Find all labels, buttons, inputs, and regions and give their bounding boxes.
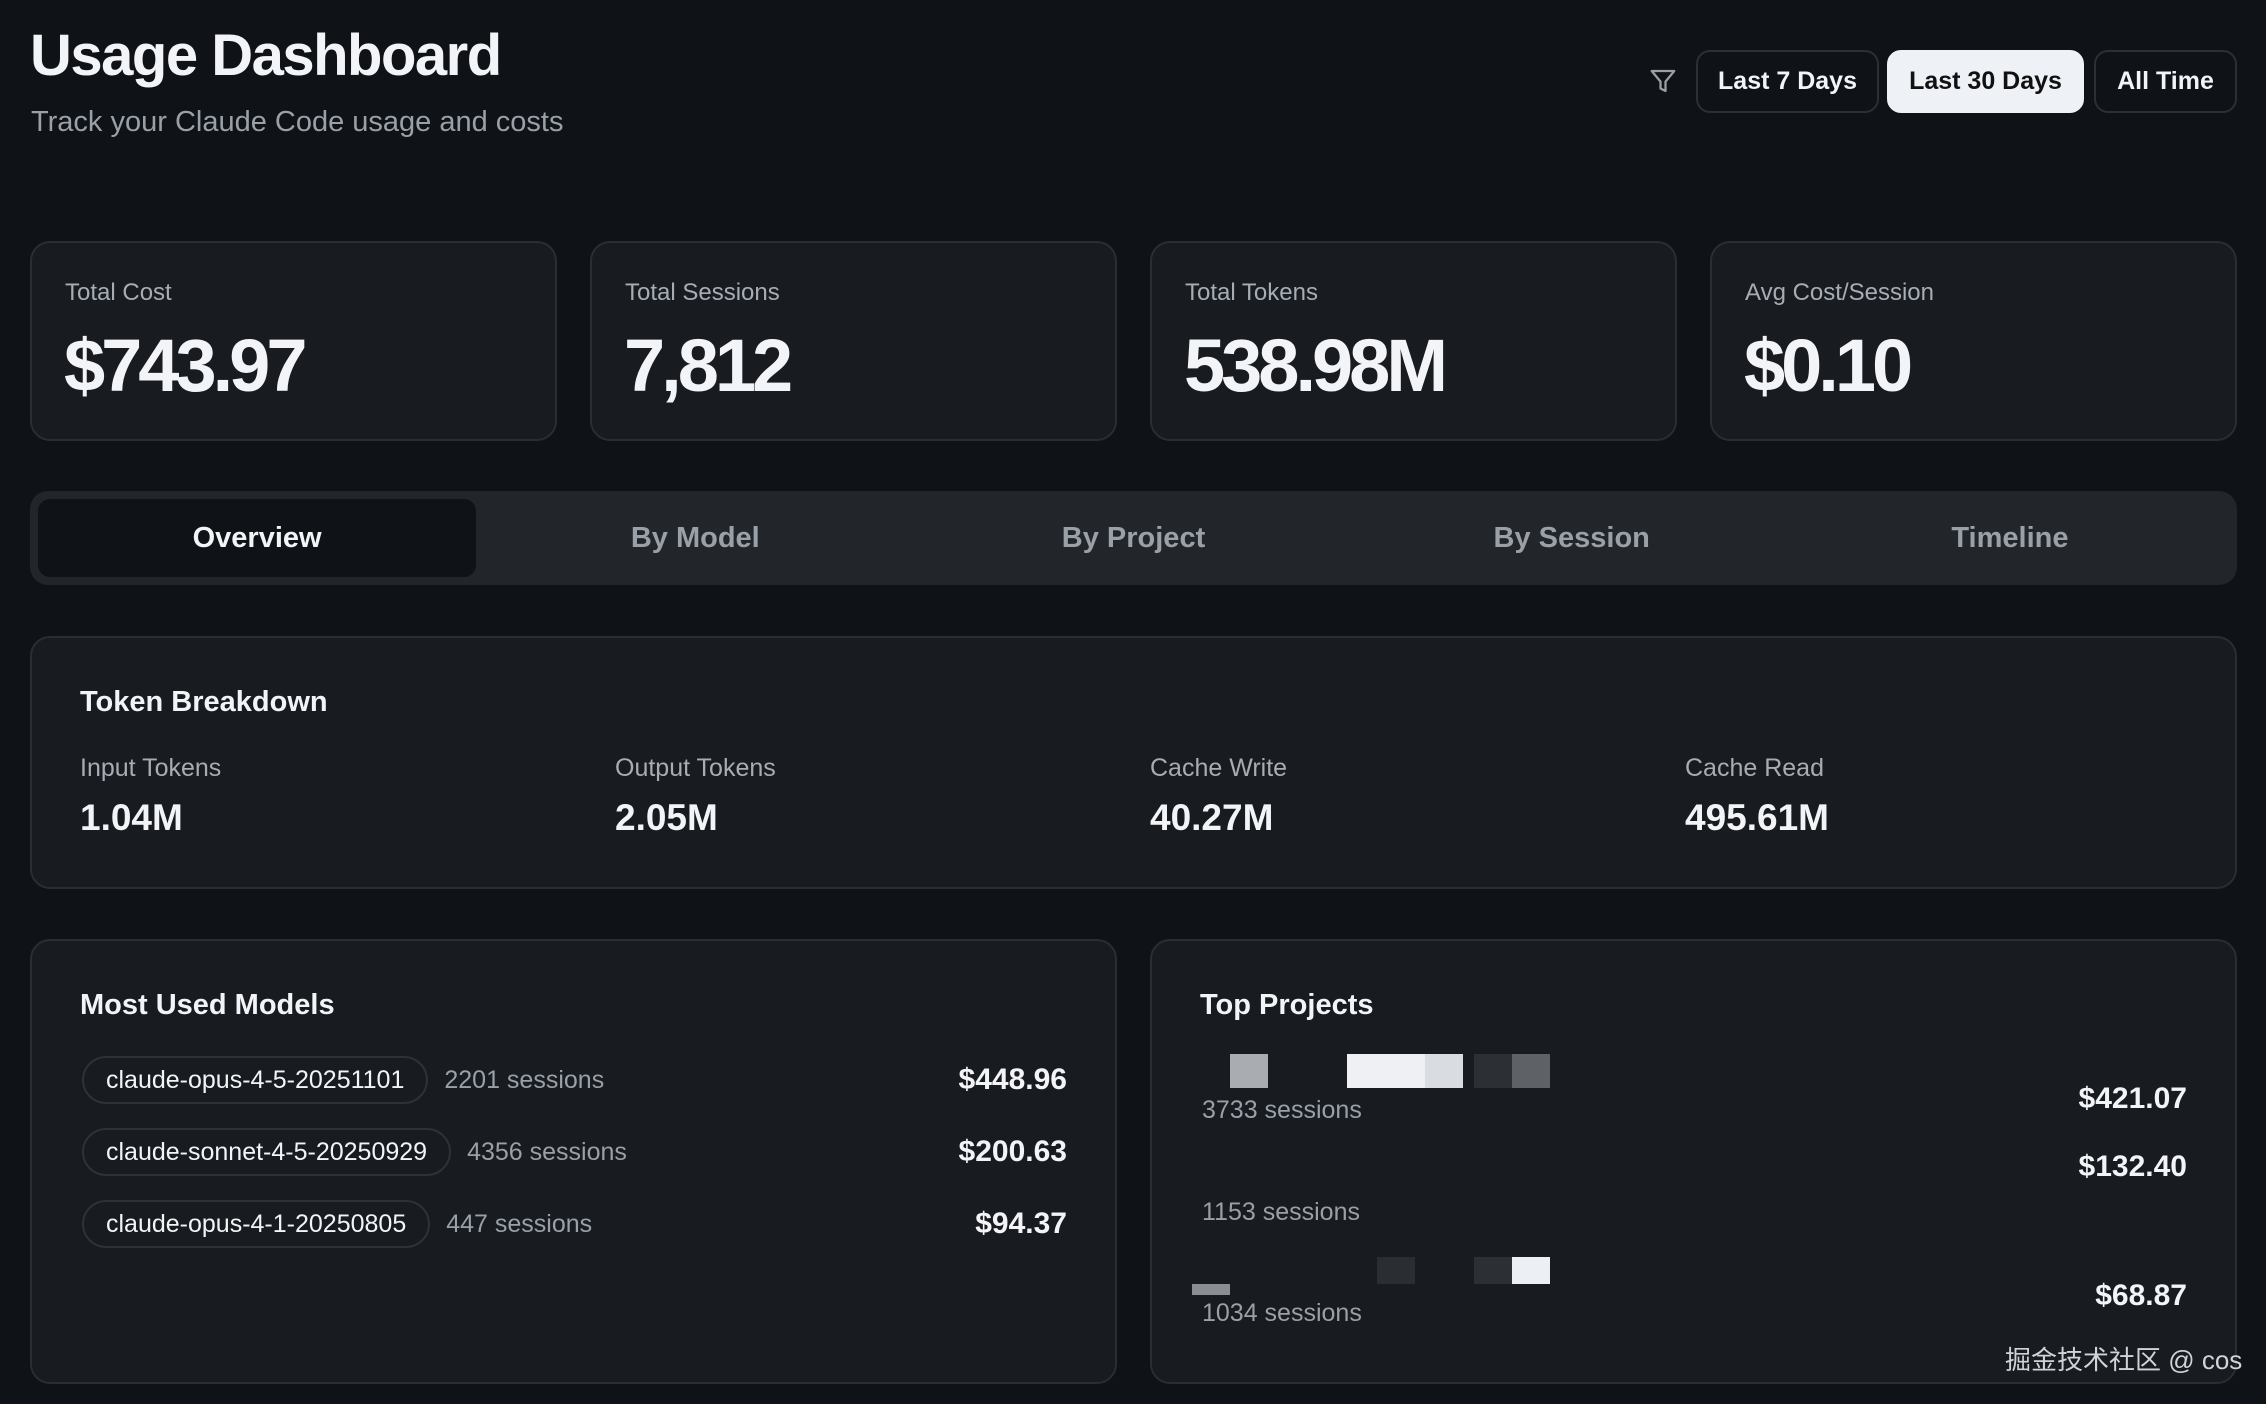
tab-by-model[interactable]: By Model <box>630 521 760 554</box>
filter-icon[interactable] <box>1648 66 1678 96</box>
stat-label: Total Tokens <box>1185 279 1318 306</box>
model-row: claude-opus-4-5-20251101 2201 sessions $… <box>82 1056 1067 1104</box>
redacted-project-name <box>1192 1257 2187 1295</box>
project-cost: $68.87 <box>2095 1279 2187 1312</box>
token-cache-write: Cache Write 40.27M <box>1150 754 1287 839</box>
model-row: claude-opus-4-1-20250805 447 sessions $9… <box>82 1200 1067 1248</box>
page-subtitle: Track your Claude Code usage and costs <box>31 106 564 138</box>
stat-value: $0.10 <box>1744 324 1913 407</box>
top-projects-card: Top Projects 3733 sessions $421.07 1153 … <box>1150 939 2237 1384</box>
project-row: 1034 sessions $68.87 <box>1192 1257 2187 1337</box>
section-title: Token Breakdown <box>80 686 328 718</box>
project-cost: $421.07 <box>2078 1082 2187 1115</box>
project-sessions: 1034 sessions <box>1202 1299 1362 1327</box>
model-row: claude-sonnet-4-5-20250929 4356 sessions… <box>82 1128 1067 1176</box>
stat-value: 7,812 <box>624 324 793 407</box>
project-cost: $132.40 <box>2078 1150 2187 1183</box>
section-title: Top Projects <box>1200 989 1374 1021</box>
stat-card-total-cost: Total Cost $743.97 <box>30 241 557 441</box>
token-label: Output Tokens <box>615 754 776 782</box>
page-title: Usage Dashboard <box>30 23 502 88</box>
token-output: Output Tokens 2.05M <box>615 754 776 839</box>
token-value: 40.27M <box>1150 797 1274 838</box>
model-badge: claude-sonnet-4-5-20250929 <box>82 1128 452 1176</box>
token-cache-read: Cache Read 495.61M <box>1685 754 1829 839</box>
token-value: 1.04M <box>80 797 183 838</box>
model-cost: $448.96 <box>958 1063 1067 1096</box>
redacted-project-name <box>1202 1054 2187 1088</box>
watermark: 掘金技术社区 @ cos <box>2005 1345 2243 1375</box>
range-all-time-button[interactable]: All Time <box>2094 50 2237 113</box>
tab-by-session[interactable]: By Session <box>1493 521 1650 554</box>
token-label: Input Tokens <box>80 754 222 782</box>
stat-label: Total Cost <box>65 279 172 306</box>
token-breakdown-card: Token Breakdown Input Tokens 1.04M Output… <box>30 636 2237 889</box>
project-row: 1153 sessions $132.40 <box>1202 1150 2187 1236</box>
project-sessions: 1153 sessions <box>1202 1198 1360 1226</box>
project-sessions: 3733 sessions <box>1202 1096 1362 1124</box>
token-input: Input Tokens 1.04M <box>80 754 221 839</box>
stat-card-total-tokens: Total Tokens 538.98M <box>1150 241 1677 441</box>
model-sessions: 4356 sessions <box>467 1137 627 1166</box>
stat-label: Total Sessions <box>625 279 780 306</box>
token-value: 495.61M <box>1685 797 1829 838</box>
model-badge: claude-opus-4-1-20250805 <box>82 1200 431 1248</box>
stat-value: 538.98M <box>1184 324 1448 407</box>
most-used-models-card: Most Used Models claude-opus-4-5-2025110… <box>30 939 1117 1384</box>
tab-timeline[interactable]: Timeline <box>1951 521 2069 554</box>
model-sessions: 2201 sessions <box>444 1065 605 1094</box>
stat-value: $743.97 <box>64 324 307 407</box>
range-last-7-days-button[interactable]: Last 7 Days <box>1696 50 1879 113</box>
token-label: Cache Write <box>1150 754 1288 782</box>
model-cost: $94.37 <box>975 1207 1067 1240</box>
token-value: 2.05M <box>615 797 718 838</box>
token-label: Cache Read <box>1685 754 1824 782</box>
tab-overview[interactable]: Overview <box>38 499 477 577</box>
redacted-project-name <box>1202 1156 2187 1190</box>
model-cost: $200.63 <box>958 1135 1067 1168</box>
tab-by-project[interactable]: By Project <box>1061 521 1206 554</box>
model-sessions: 447 sessions <box>446 1209 593 1238</box>
tab-bar: Overview By Model By Project By Session … <box>30 491 2237 585</box>
stat-card-total-sessions: Total Sessions 7,812 <box>590 241 1117 441</box>
stat-card-avg-cost: Avg Cost/Session $0.10 <box>1710 241 2237 441</box>
stat-label: Avg Cost/Session <box>1745 279 1934 306</box>
project-row: 3733 sessions $421.07 <box>1202 1054 2187 1134</box>
section-title: Most Used Models <box>80 989 335 1021</box>
model-badge: claude-opus-4-5-20251101 <box>82 1056 429 1104</box>
range-last-30-days-button[interactable]: Last 30 Days <box>1887 50 2084 113</box>
